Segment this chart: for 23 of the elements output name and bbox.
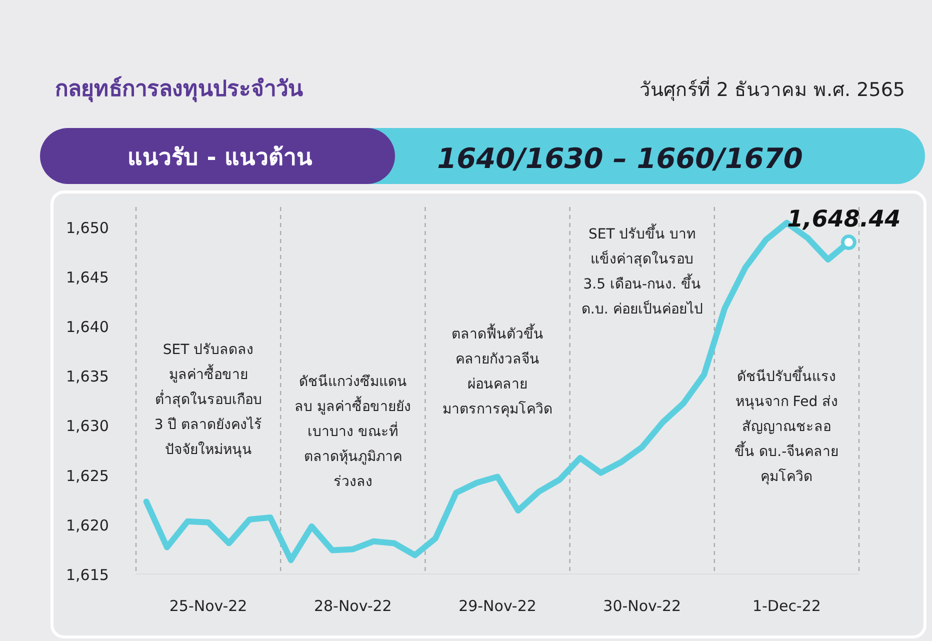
x-tick-label: 30-Nov-22 [603,597,682,615]
y-tick-label: 1,630 [66,417,109,436]
annotation: ดัชนีปรับขึ้นแรง หนุนจาก Fed ส่ง สัญญาณชะลอ ขึ้น ดบ.-จีนคลาย คุมโควิด [734,366,839,485]
text: แนวรับ - แนวต้าน [128,145,312,171]
y-tick-label: 1,615 [66,566,109,584]
x-tick-label: 28-Nov-22 [314,597,392,615]
y-tick-label: 1,625 [66,466,109,485]
y-tick-label: 1,635 [66,368,109,386]
chart-subtitle: วันศุกร์ที่ 2 ธันวาคม พ.ศ. 2565 [639,76,905,102]
y-tick-label: 1,620 [66,516,109,534]
data-label: 1,648.44 [787,206,901,232]
x-tick-label: 1-Dec-22 [752,597,821,615]
annotation: SET ปรับขึ้น บาท แข็งค่าสุดในรอบ 3.5 เดือน-กนง. ขึ้น ด.บ. ค่อยเป็นค่อยไป [581,224,703,318]
y-tick-label: 1,640 [66,318,109,336]
y-tick-label: 1,645 [66,268,109,286]
annotation: SET ปรับลดลง มูลค่าซื้อขาย ต่ำสุดในรอบเกือบ 3 ปี ตลาดยังคงไร้ ปัจจัยใหม่หนุน [154,342,262,458]
annotation: ตลาดฟื้นตัวขึ้น คลายกังวลจีน ผ่อนคลาย มาตรการคุมโควิด [442,324,552,418]
x-tick-label: 25-Nov-22 [169,597,248,615]
text: 1640/1630 – 1660/1670 [437,142,803,175]
y-tick-label: 1,650 [66,218,109,237]
chart-title: กลยุทธ์การลงทุนประจำวัน [55,76,303,103]
x-tick-label: 29-Nov-22 [458,597,536,615]
annotation: ดัชนีแกว่งซึมแดน ลบ มูลค่าซื้อขายยัง เบาบาง ขณะที่ ตลาดหุ้นภูมิภาค ร่วงลง [294,374,412,490]
